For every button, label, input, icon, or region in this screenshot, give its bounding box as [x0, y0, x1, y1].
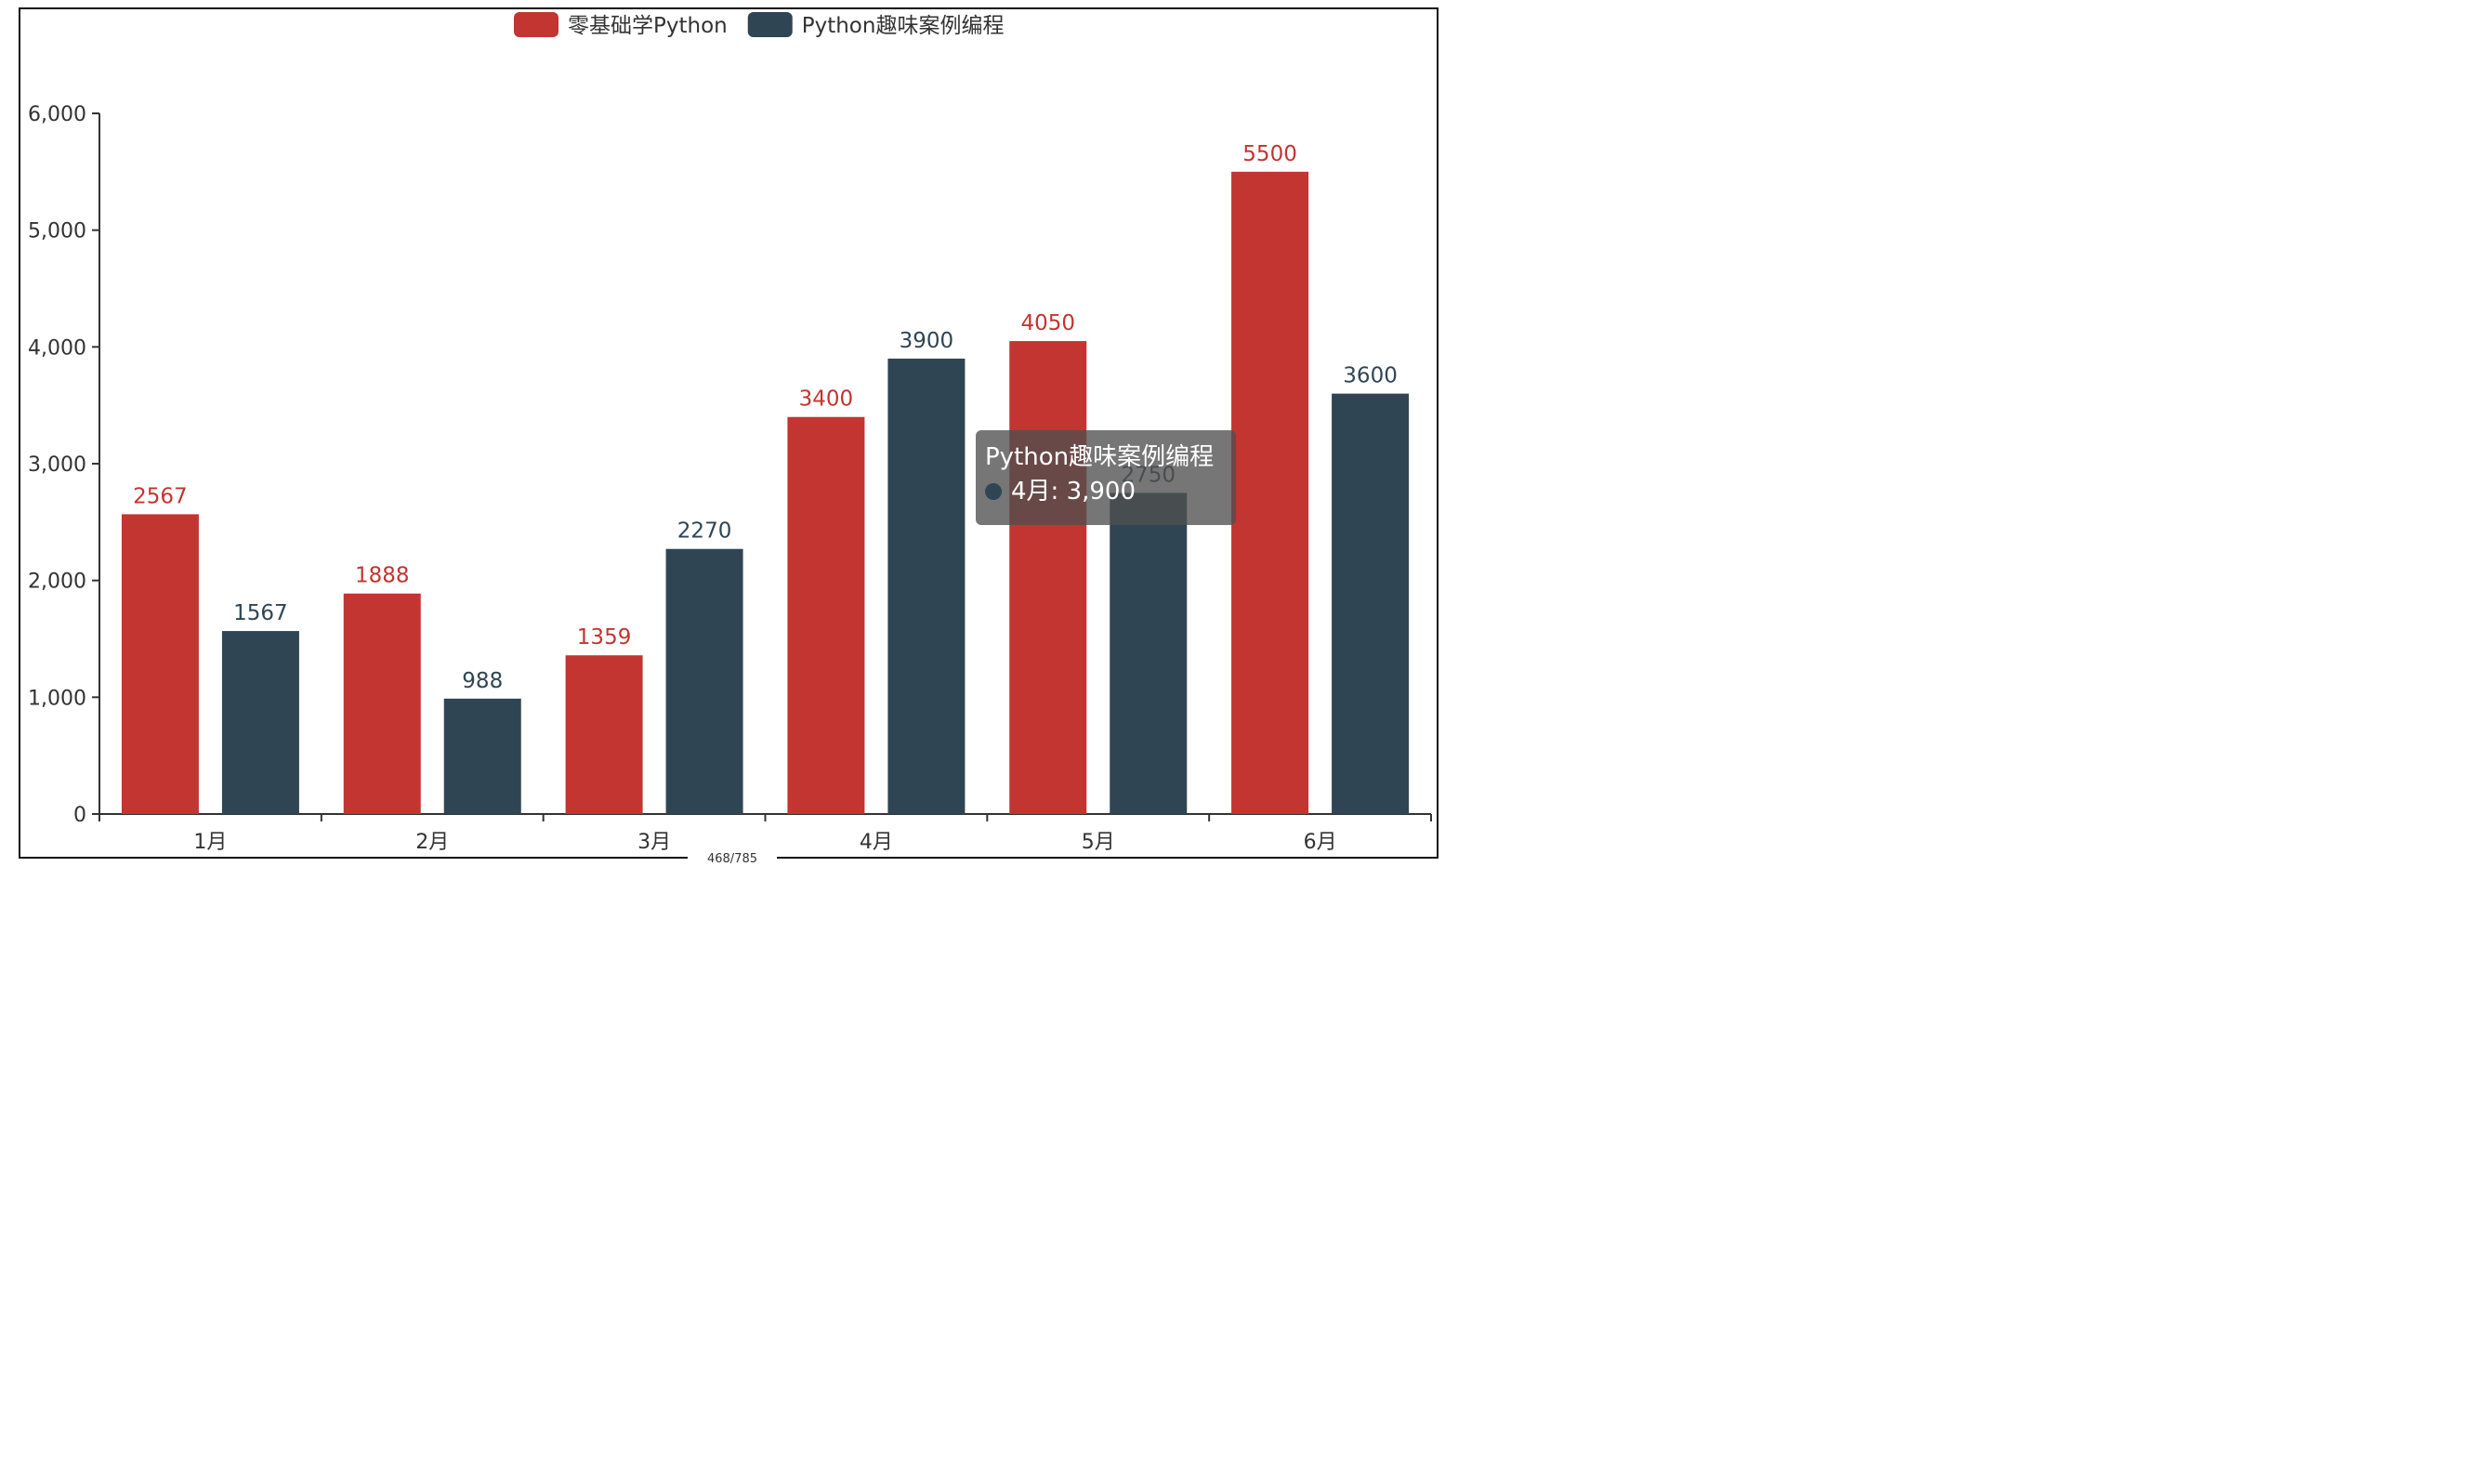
bar — [121, 514, 199, 814]
bars — [121, 171, 1410, 815]
y-tick-label: 1,000 — [28, 687, 86, 710]
x-axis: 1月 2月 3月 4月 5月 6月 — [99, 813, 1432, 854]
y-tick-label: 3,000 — [28, 453, 86, 477]
x-tick-label: 2月 — [415, 831, 449, 854]
bar — [221, 631, 299, 814]
bar — [665, 548, 743, 814]
y-axis: 0 1,000 2,000 3,000 4,000 5,000 6,000 — [28, 103, 100, 827]
bar-value-label: 988 — [462, 669, 503, 693]
tooltip-row: 4月: 3,900 — [985, 473, 1227, 510]
y-tick-label: 4,000 — [28, 336, 86, 360]
bar-value-label: 2270 — [677, 519, 732, 544]
y-tick-label: 0 — [73, 804, 86, 827]
bar — [565, 655, 643, 814]
bar-value-label: 1567 — [233, 601, 288, 625]
bar-value-label: 2567 — [133, 484, 188, 508]
x-tick-label: 3月 — [637, 831, 671, 854]
legend-item-label: Python趣味案例编程 — [802, 14, 1005, 38]
legend[interactable]: 零基础学Python Python趣味案例编程 — [514, 12, 1004, 38]
y-tick-label: 5,000 — [28, 220, 86, 243]
tooltip-value: 4月: 3,900 — [1011, 478, 1136, 506]
bar — [443, 698, 521, 814]
bar-value-label: 3400 — [799, 387, 854, 412]
bar — [1110, 492, 1188, 814]
bar-value-label: 5500 — [1242, 142, 1297, 166]
bar — [787, 416, 865, 814]
bar — [343, 593, 421, 814]
y-tick-label: 2,000 — [28, 571, 86, 594]
legend-swatch — [747, 12, 793, 37]
bar — [1231, 171, 1309, 815]
bar-value-label: 3900 — [900, 329, 954, 353]
tooltip: Python趣味案例编程 4月: 3,900 — [976, 430, 1236, 525]
bar — [1009, 341, 1087, 814]
tooltip-title: Python趣味案例编程 — [985, 443, 1215, 471]
bar-labels: 2567188813593400405055001567988227039002… — [133, 142, 1398, 693]
bar — [1332, 393, 1410, 814]
legend-swatch — [514, 12, 558, 37]
bar — [887, 358, 966, 814]
bar-value-label: 1359 — [577, 625, 632, 650]
x-tick-label: 4月 — [860, 831, 893, 854]
y-tick-label: 6,000 — [28, 103, 86, 126]
legend-item-label: 零基础学Python — [568, 14, 728, 38]
x-tick-label: 6月 — [1304, 831, 1337, 854]
bar-value-label: 1888 — [355, 564, 410, 588]
bar-chart: 零基础学Python Python趣味案例编程 0 1,000 2,000 3,000 4… — [28, 12, 1432, 854]
x-tick-label: 1月 — [193, 831, 227, 854]
bar-value-label: 3600 — [1343, 364, 1398, 388]
page-indicator: 468/785 — [688, 852, 777, 866]
x-tick-label: 5月 — [1082, 831, 1115, 854]
bar-value-label: 4050 — [1020, 311, 1075, 335]
tooltip-series-dot — [985, 483, 1002, 500]
